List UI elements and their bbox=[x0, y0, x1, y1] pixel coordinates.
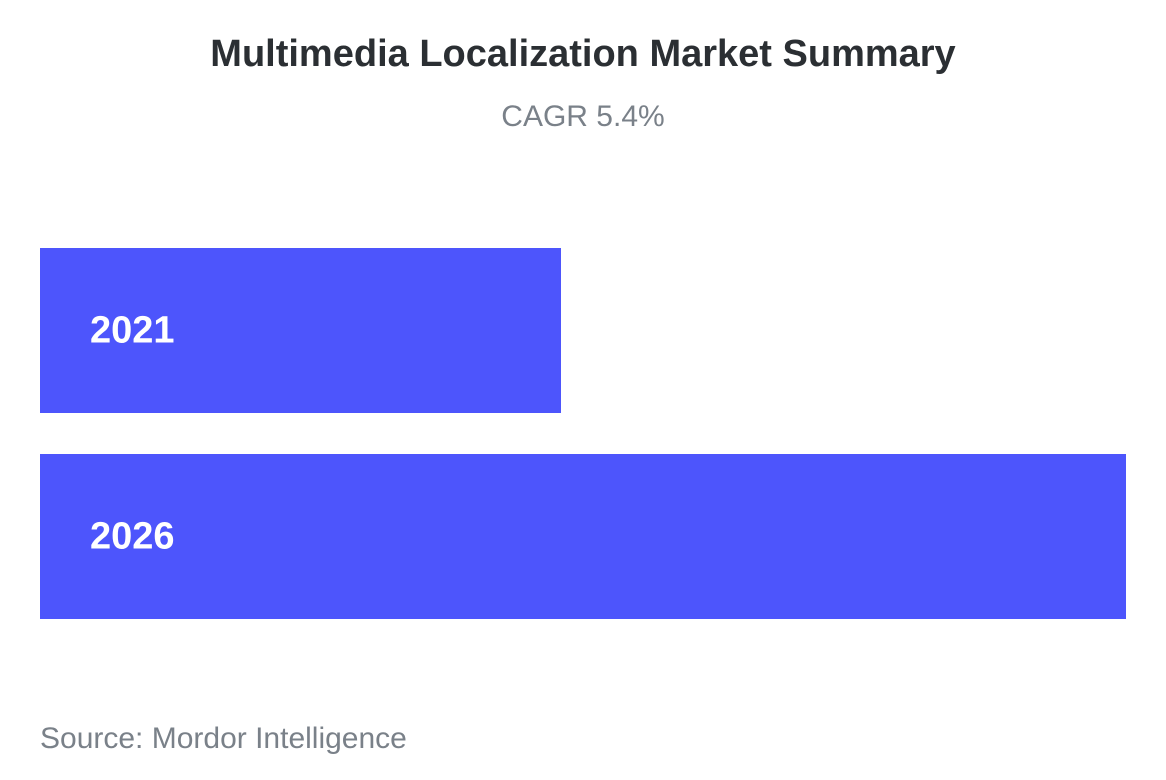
bar-label-2026: 2026 bbox=[90, 516, 175, 558]
bar-chart: 2021 2026 bbox=[40, 248, 1126, 619]
chart-subtitle-cagr: CAGR 5.4% bbox=[501, 100, 665, 133]
chart-source: Source: Mordor Intelligence bbox=[40, 722, 407, 755]
bar-label-2021: 2021 bbox=[90, 310, 175, 352]
bar-2021 bbox=[40, 248, 561, 413]
bar-2026 bbox=[40, 454, 1126, 619]
chart-title: Multimedia Localization Market Summary bbox=[210, 33, 956, 75]
